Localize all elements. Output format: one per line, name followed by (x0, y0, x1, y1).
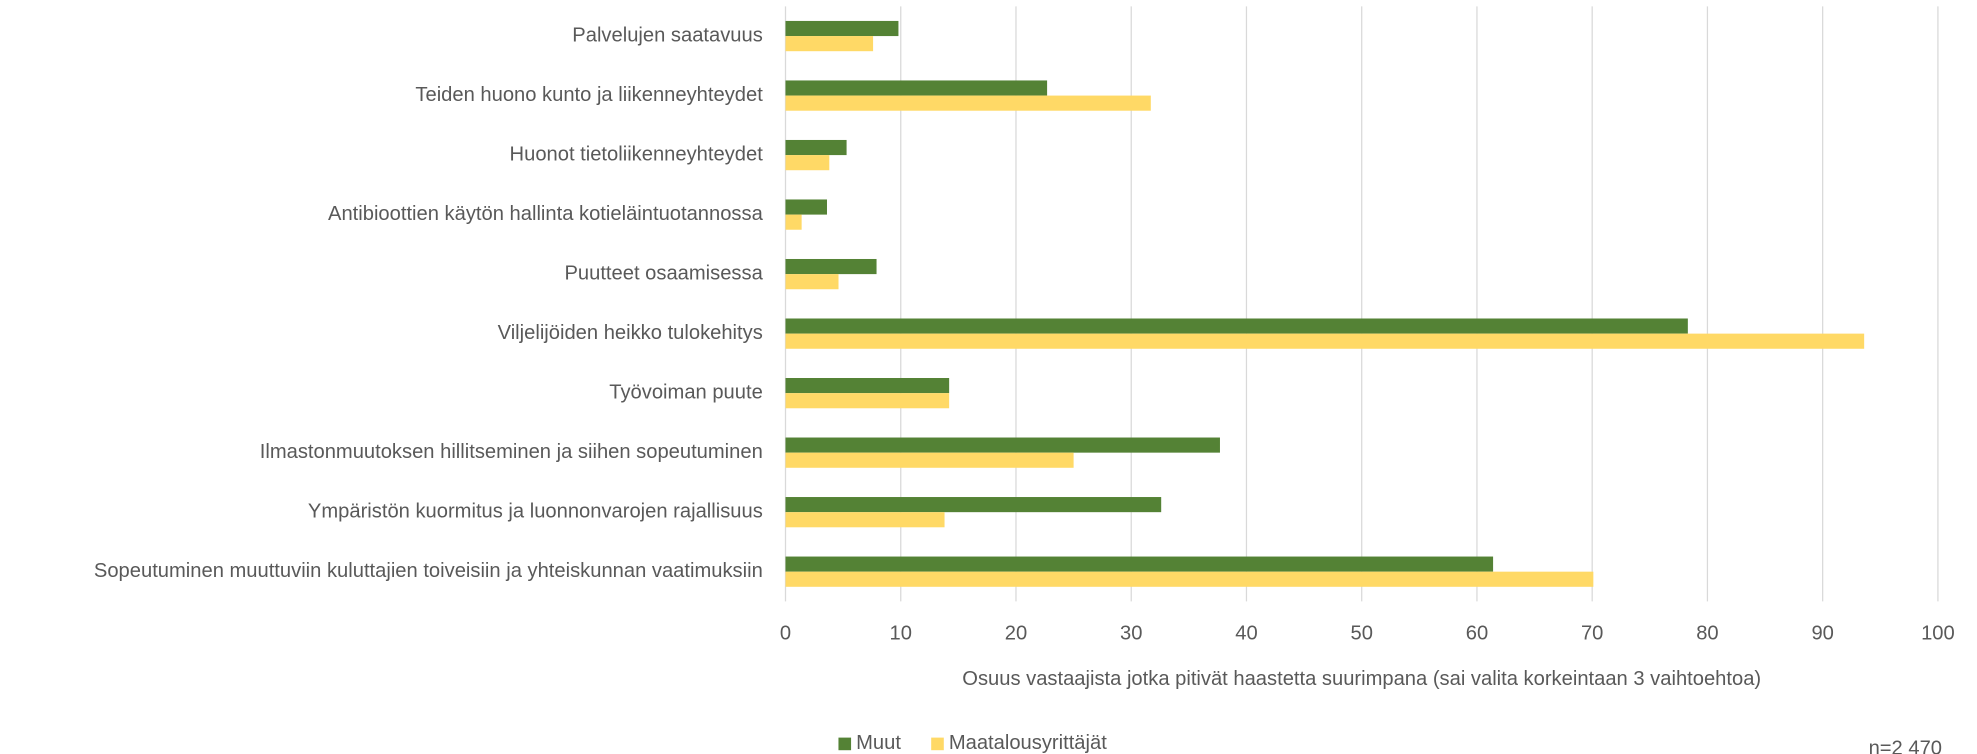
x-tick-label: 80 (1696, 623, 1718, 645)
x-tick-label: 0 (780, 623, 791, 645)
x-tick-label: 20 (1005, 623, 1027, 645)
bar (785, 274, 839, 290)
bar (785, 452, 1074, 468)
x-axis-label: Osuus vastaajista jotka pitivät haastett… (962, 668, 1761, 690)
bar (785, 155, 830, 171)
bar (785, 258, 877, 275)
x-tick-label: 30 (1120, 623, 1142, 645)
bar (785, 20, 899, 37)
x-tick-label: 10 (890, 623, 912, 645)
y-tick-label: Palvelujen saatavuus (572, 24, 763, 46)
bar (785, 199, 827, 215)
y-tick-label: Työvoiman puute (609, 381, 763, 403)
bar (785, 318, 1688, 334)
y-tick-label: Ympäristön kuormitus ja luonnonvarojen r… (308, 500, 763, 522)
x-tick-label: 50 (1350, 623, 1372, 645)
bar (785, 512, 945, 528)
legend-swatch (838, 737, 852, 751)
bar (785, 378, 950, 394)
bar (785, 139, 847, 156)
y-tick-label: Viljelijöiden heikko tulokehitys (498, 322, 763, 344)
x-tick-label: 70 (1581, 623, 1603, 645)
bar (785, 36, 874, 52)
y-tick-label: Teiden huono kunto ja liikenneyhteydet (415, 84, 763, 106)
annotation: n=2 470 (1869, 737, 1942, 754)
bar (785, 556, 1494, 572)
y-tick-label: Puutteet osaamisessa (564, 262, 763, 284)
bar (785, 571, 1594, 587)
bar (785, 80, 1048, 96)
x-tick-label: 100 (1921, 623, 1955, 645)
bar (785, 393, 950, 409)
legend-swatch (931, 737, 944, 751)
bar (785, 214, 802, 230)
bar (785, 497, 1162, 513)
bar (785, 437, 1220, 453)
bar (785, 95, 1151, 111)
legend-label: Muut (856, 732, 901, 754)
y-tick-label: Antibioottien käytön hallinta kotieläint… (328, 203, 764, 225)
x-tick-label: 90 (1811, 623, 1833, 645)
y-tick-label: Huonot tietoliikenneyhteydet (510, 143, 764, 165)
y-tick-label: Sopeutuminen muuttuviin kuluttajien toiv… (94, 560, 763, 582)
x-tick-label: 60 (1466, 623, 1488, 645)
x-tick-label: 40 (1235, 623, 1257, 645)
bar (785, 333, 1865, 349)
y-tick-label: Ilmastonmuutoksen hillitseminen ja siihe… (260, 441, 763, 463)
legend-label: Maatalousyrittäjät (949, 732, 1107, 754)
